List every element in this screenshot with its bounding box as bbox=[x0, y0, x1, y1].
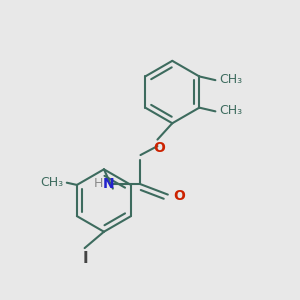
Text: N: N bbox=[103, 177, 114, 190]
Text: H: H bbox=[94, 177, 103, 190]
Text: CH₃: CH₃ bbox=[219, 104, 242, 117]
Text: O: O bbox=[173, 189, 185, 203]
Text: CH₃: CH₃ bbox=[219, 73, 242, 86]
Text: O: O bbox=[153, 141, 165, 155]
Text: CH₃: CH₃ bbox=[40, 176, 63, 189]
Text: I: I bbox=[82, 251, 88, 266]
